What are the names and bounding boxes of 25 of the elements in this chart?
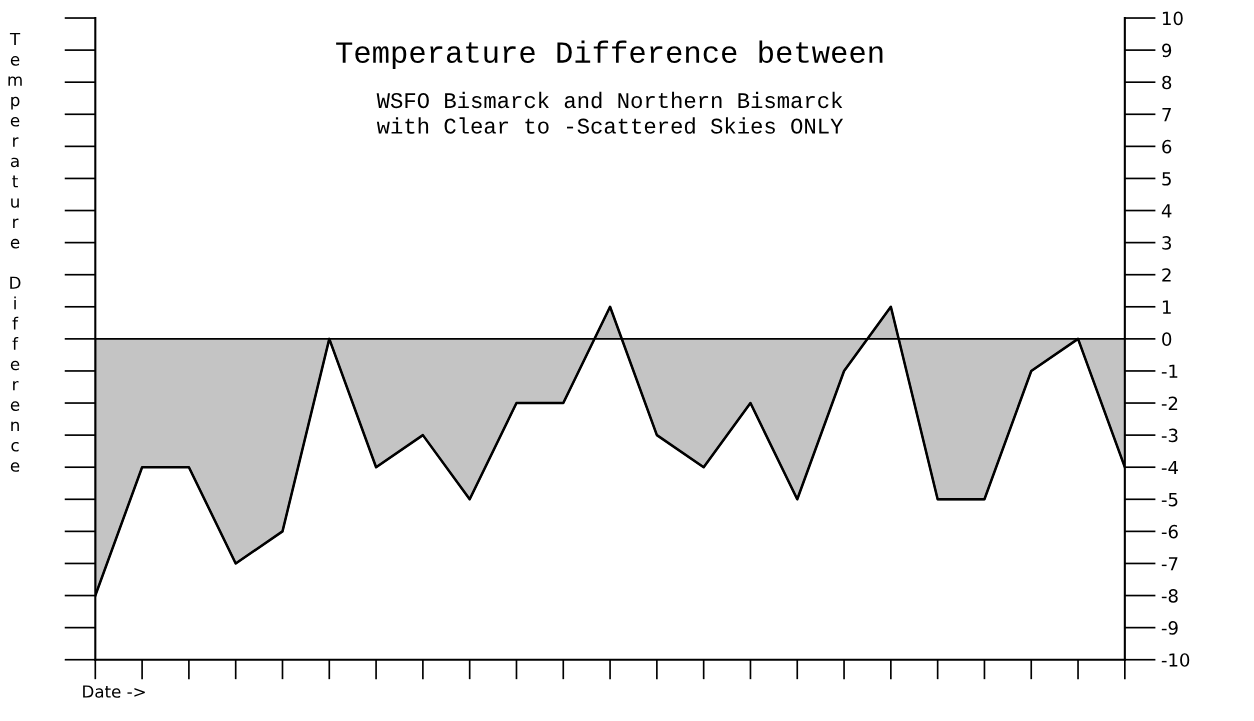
y-tick-label: -6 (1161, 524, 1178, 539)
y-tick-label: 5 (1162, 172, 1171, 186)
y-tick-label: 7 (1162, 107, 1171, 122)
y-tick-label: -2 (1161, 396, 1178, 410)
y-tick-label: 0 (1162, 332, 1172, 346)
y-tick-label: 9 (1162, 43, 1172, 58)
y-tick-label: 2 (1162, 268, 1171, 282)
y-tick-label: -7 (1161, 557, 1178, 571)
y-tick-label: 8 (1162, 75, 1172, 90)
x-axis-title: Date -> (83, 685, 145, 698)
y-tick-label: -10 (1161, 653, 1190, 667)
text: Temperature Difference between (336, 40, 883, 69)
y-tick-label: -8 (1161, 589, 1178, 603)
y-tick-label: -9 (1161, 621, 1178, 635)
y-tick-label: 10 (1162, 11, 1183, 26)
y-tick-label: 3 (1162, 236, 1171, 250)
y-tick-label: 1 (1162, 300, 1171, 314)
y-tick-label: 4 (1161, 204, 1172, 218)
y-tick-label: -1 (1161, 364, 1178, 378)
text: WSFO Bismarck and Northern Bismarck with Clear to -Scattered Skies ONLY (376, 91, 844, 134)
y-tick-label: 6 (1162, 139, 1172, 154)
y-tick-label: -5 (1161, 492, 1178, 507)
y-tick-label: -4 (1161, 460, 1178, 475)
text: Temperature Difference (8, 32, 22, 472)
y-tick-label: -3 (1161, 428, 1178, 443)
